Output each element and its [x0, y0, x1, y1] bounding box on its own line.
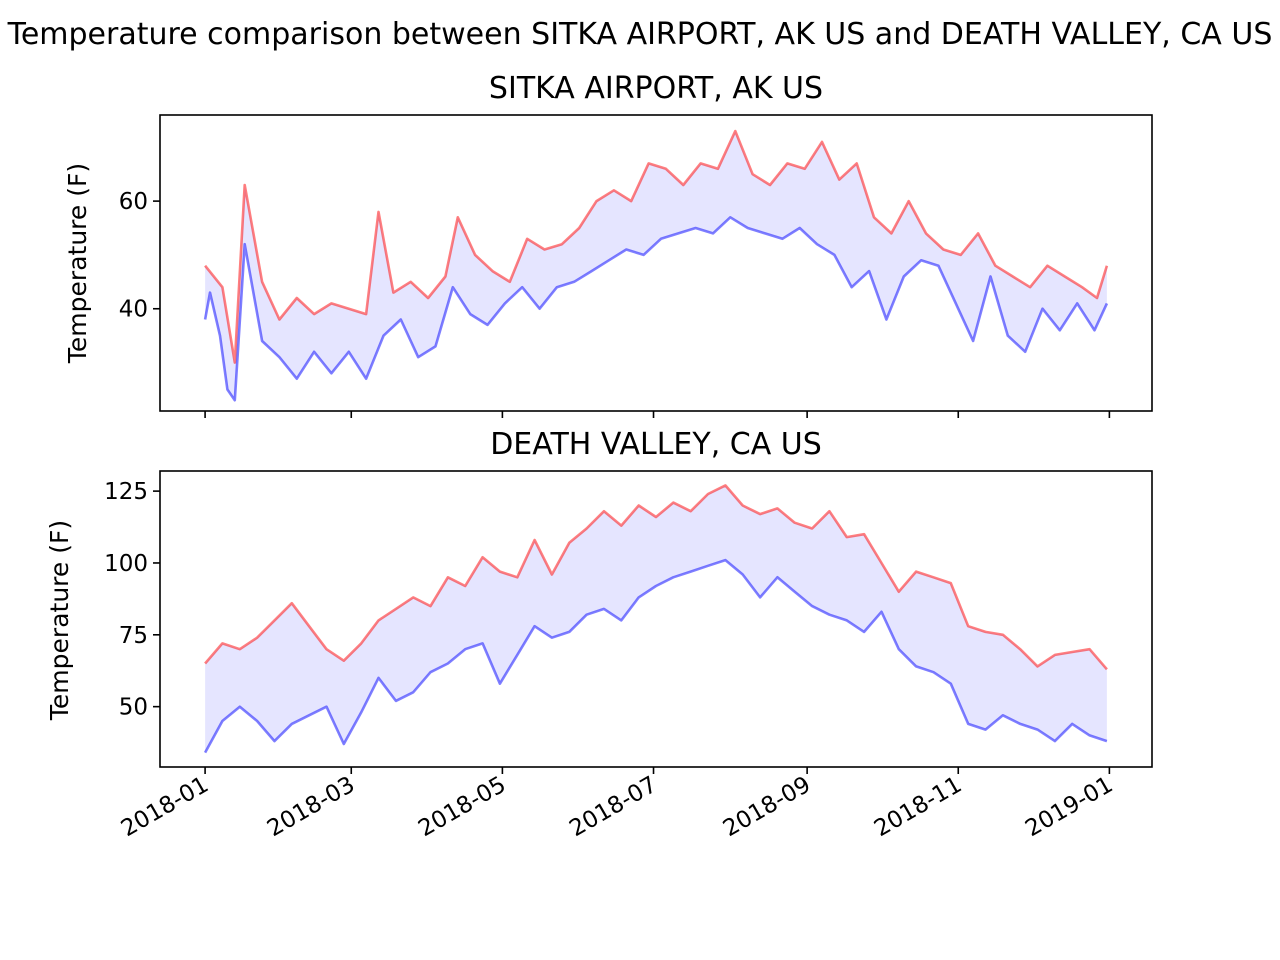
- x-tick-label: 2018-09: [719, 772, 815, 843]
- temperature-range-fill: [205, 485, 1107, 753]
- axes-frame: [159, 470, 1153, 768]
- x-tick-label: 2018-03: [263, 772, 359, 843]
- high-temperature-line: [204, 129, 1109, 364]
- sitka-y-axis-label: Temperature (F): [63, 163, 92, 364]
- x-tick-label: 2018-05: [414, 772, 510, 843]
- high-temperature-line: [204, 484, 1108, 671]
- sitka-subplot: SITKA AIRPORT, AK US Temperature (F) 40 6…: [63, 71, 1153, 418]
- death-valley-y-axis-label: Temperature (F): [45, 520, 74, 721]
- axes-frame: [159, 114, 1153, 412]
- x-tick-label: 2019-01: [1021, 772, 1117, 843]
- x-tick-label: 2018-07: [565, 772, 661, 843]
- low-temperature-line: [203, 216, 1109, 402]
- x-tick-label: 2018-01: [117, 772, 213, 843]
- death-valley-subplot: DEATH VALLEY, CA US Temperature (F) 50 75…: [45, 427, 1153, 843]
- sitka-subplot-title: SITKA AIRPORT, AK US: [489, 71, 823, 106]
- y-tick-label: 125: [104, 479, 148, 505]
- temperature-range-fill: [205, 131, 1107, 401]
- low-temperature-line: [203, 558, 1108, 754]
- y-tick-label: 100: [104, 551, 148, 577]
- y-tick-label: 75: [119, 623, 148, 649]
- y-tick-label: 50: [119, 695, 148, 721]
- x-tick-label: 2018-11: [870, 772, 966, 843]
- y-tick-label: 60: [119, 189, 148, 215]
- figure-suptitle: Temperature comparison between SITKA AIR…: [7, 17, 1273, 52]
- death-valley-subplot-title: DEATH VALLEY, CA US: [490, 427, 822, 462]
- y-tick-label: 40: [119, 297, 148, 323]
